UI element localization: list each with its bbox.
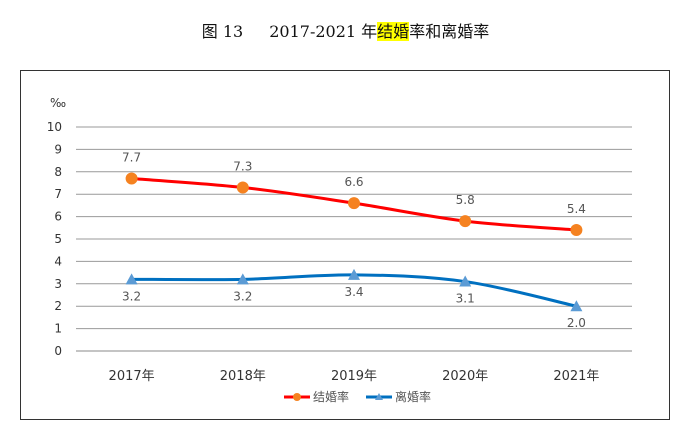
y-tick-label: 10 <box>47 120 62 134</box>
title-highlight: 结婚 <box>377 22 410 41</box>
y-tick-label: 0 <box>54 344 62 358</box>
x-tick-label: 2020年 <box>442 369 488 384</box>
y-axis-unit: ‰ <box>50 96 66 110</box>
data-label: 7.3 <box>233 159 252 173</box>
data-label: 3.2 <box>122 289 141 303</box>
data-label: 6.6 <box>344 175 363 189</box>
data-label: 2.0 <box>567 316 586 330</box>
data-point <box>125 273 138 285</box>
y-tick-label: 1 <box>54 322 62 336</box>
y-tick-label: 3 <box>54 277 62 291</box>
data-point <box>125 172 138 185</box>
x-tick-label: 2018年 <box>220 369 266 384</box>
y-tick-label: 2 <box>54 299 62 313</box>
y-tick-label: 5 <box>54 232 62 246</box>
data-point <box>459 275 472 287</box>
chart-title: 图 13 2017-2021 年结婚率和离婚率 <box>0 18 691 42</box>
data-point <box>459 215 472 228</box>
title-rest: 率和离婚率 <box>409 22 490 41</box>
data-point <box>236 181 249 194</box>
legend-label: 离婚率 <box>395 389 431 404</box>
data-point <box>348 197 360 210</box>
data-label: 5.4 <box>567 202 586 216</box>
legend-marker <box>375 393 383 400</box>
data-point <box>570 300 583 312</box>
y-tick-label: 4 <box>54 254 62 268</box>
figure-number: 图 13 <box>201 22 244 41</box>
title-years: 2017-2021 年 <box>269 22 378 41</box>
legend-label: 结婚率 <box>313 389 349 404</box>
data-label: 3.1 <box>456 292 475 306</box>
data-label: 7.7 <box>122 151 141 165</box>
data-label: 3.2 <box>233 289 252 303</box>
data-label: 5.8 <box>456 193 475 207</box>
legend-marker <box>293 393 301 401</box>
y-tick-label: 7 <box>54 187 62 201</box>
data-point <box>236 273 249 285</box>
x-tick-label: 2017年 <box>109 369 155 384</box>
y-tick-label: 6 <box>54 210 62 224</box>
data-point <box>570 224 583 237</box>
data-point <box>348 268 360 280</box>
data-label: 3.4 <box>344 285 363 299</box>
x-tick-label: 2021年 <box>553 369 599 384</box>
y-tick-label: 9 <box>54 142 62 156</box>
y-tick-label: 8 <box>54 165 62 179</box>
x-tick-label: 2019年 <box>331 369 377 384</box>
chart-frame <box>20 70 670 420</box>
